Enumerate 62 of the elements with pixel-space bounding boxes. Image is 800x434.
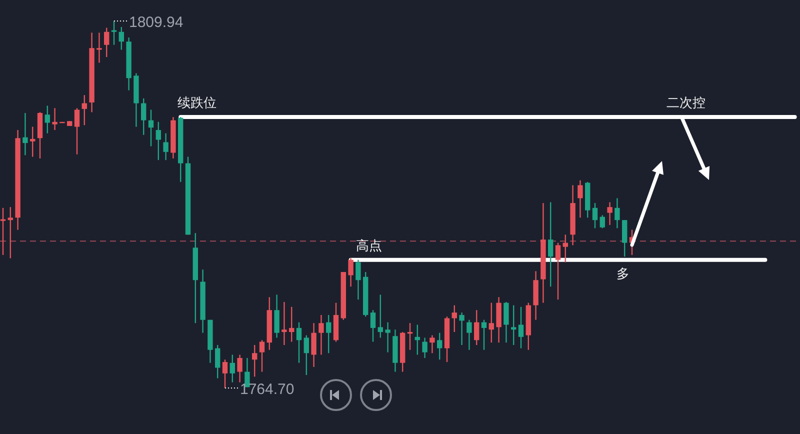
candlestick [474,310,480,346]
candlestick [378,294,383,338]
candlestick [592,202,598,229]
candlestick [437,332,442,360]
candlestick [289,306,294,342]
candlestick [488,302,494,344]
candlestick [370,310,376,342]
candlestick [156,121,161,161]
candlestick [466,319,472,350]
candlestick [111,20,117,46]
candlestick [356,259,361,300]
candlestick [555,242,561,300]
candlestick [82,94,87,126]
candlestick [296,322,302,364]
candlestick [44,105,50,134]
candlestick [8,206,13,259]
candlestick [259,340,265,372]
candlestick [326,314,332,354]
candlestick [52,108,58,131]
annotation: 1764.70 [240,381,294,398]
candlestick [118,26,124,50]
candlestick [22,112,28,156]
candlestick [548,202,554,288]
candlestick [74,108,80,155]
candlestick [237,354,242,383]
candlestick [481,319,487,350]
candlestick [430,334,435,354]
candlestick [148,109,154,147]
candlestick [311,322,316,368]
annotation: 1809.94 [129,14,184,31]
candlestick [452,304,457,333]
candlestick [459,312,464,346]
candlestick [230,354,235,383]
candlestick [96,32,102,64]
candlestick [252,344,258,378]
candlestick [215,344,220,379]
candlestick [422,337,428,359]
candlestick [414,324,420,356]
candlestick [141,98,146,136]
candlestick [304,334,309,376]
candlestick [518,306,524,349]
candlestick [562,234,568,263]
candlestick [348,258,354,288]
candlestick [318,314,324,356]
candlestick [607,202,612,226]
candlestick [163,132,168,161]
annotation: 续跌位 [178,96,216,112]
candlestick [104,27,110,58]
annotation: 多 [616,266,630,282]
candlestick [30,126,36,158]
candlestick [222,359,228,389]
candlestick [622,219,628,258]
candlestick [282,301,287,346]
annotation: 二次控 [666,96,706,112]
candlestick [274,294,280,338]
candlestick [504,301,509,344]
candlestick [511,304,516,346]
candlestick [614,198,620,229]
candlestick [578,180,583,218]
candlestick [600,214,605,229]
candlestick [385,322,390,353]
annotation: 高点 [356,238,382,254]
